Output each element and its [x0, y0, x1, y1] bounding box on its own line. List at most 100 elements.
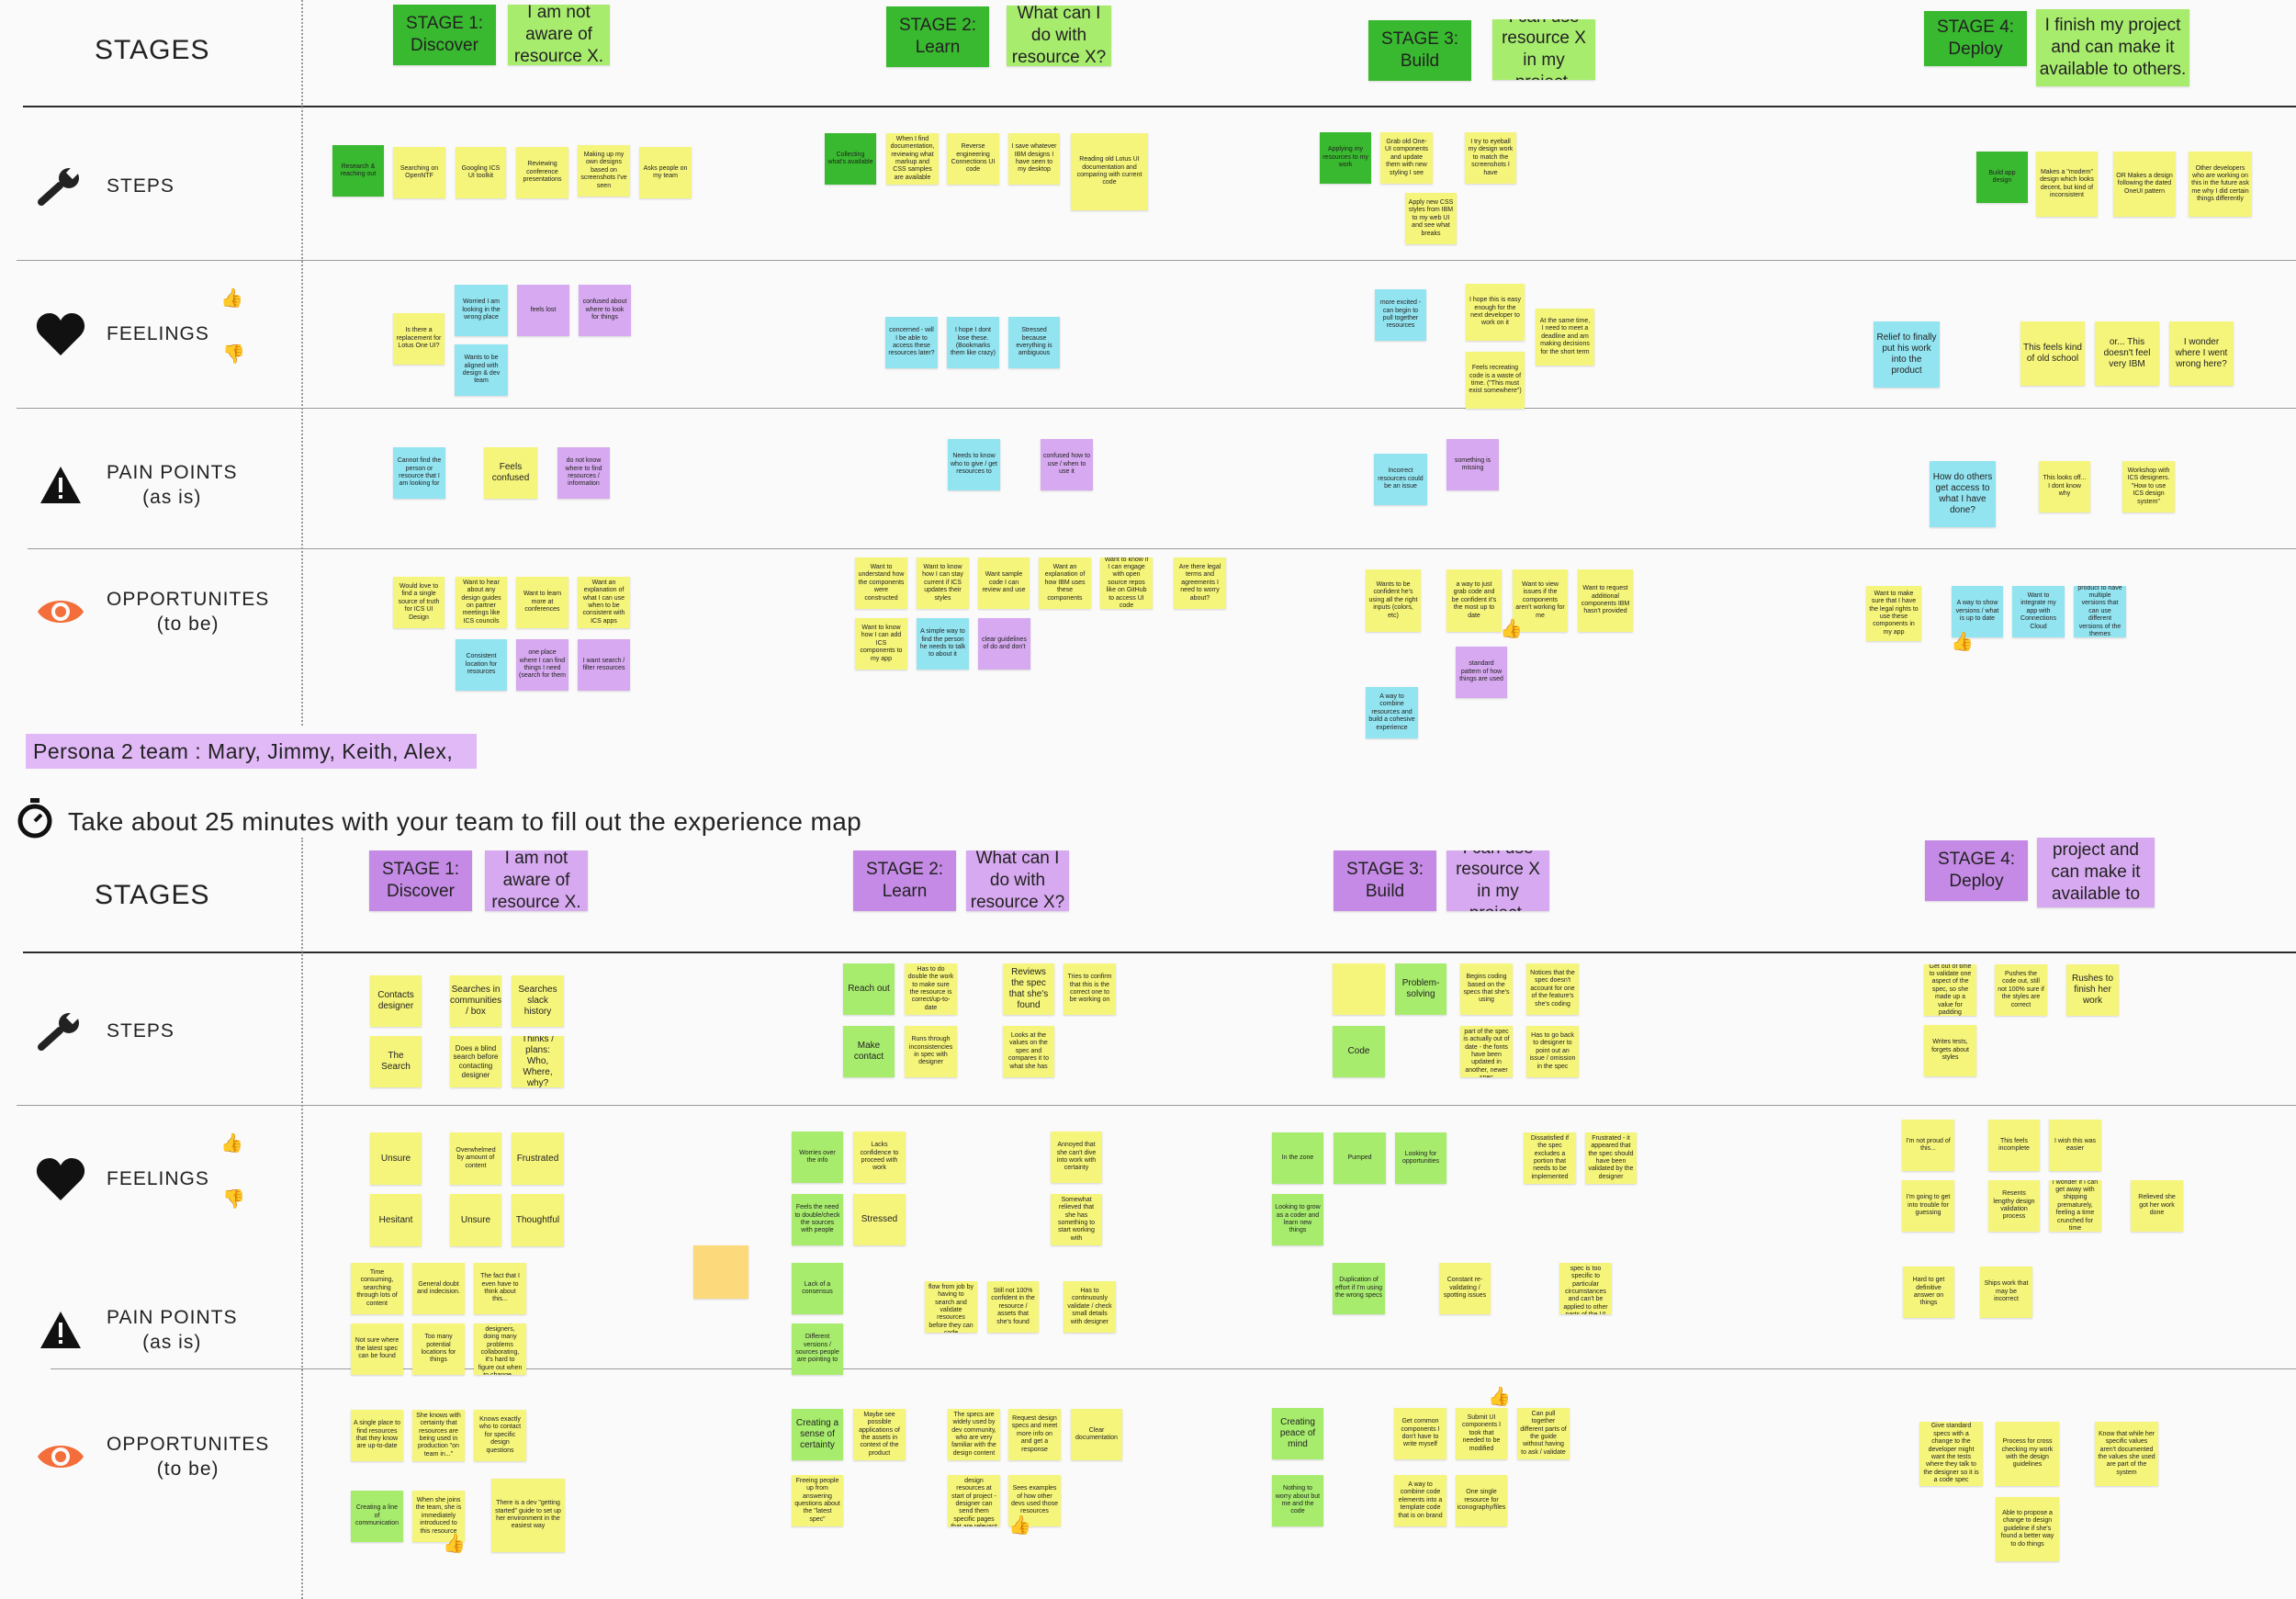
map2-opportunity-note[interactable]: Clear documentation: [1071, 1409, 1122, 1460]
map2-step-note[interactable]: Rushes to finish her work: [2066, 964, 2119, 1016]
map1-opportunity-note[interactable]: Would love to find a single source of tr…: [393, 577, 445, 628]
map2-step-note[interactable]: Writes tests, forgets about styles: [1924, 1025, 1976, 1076]
map2-pain-note[interactable]: Not sure where the latest spec can be fo…: [351, 1323, 403, 1375]
map1-pain-note[interactable]: Incorrect resources could be an issue: [1374, 454, 1427, 505]
map2-opportunity-note[interactable]: Can pull together different parts of the…: [1517, 1408, 1570, 1459]
map2-step-note[interactable]: Realizes that part of the spec is actual…: [1460, 1026, 1513, 1077]
map1-opportunity-note[interactable]: Want to hear about any design guides on …: [456, 577, 507, 628]
map1-step-note[interactable]: OR Makes a design following the dated On…: [2113, 152, 2176, 217]
map1-step-note[interactable]: Apply new CSS styles from IBM to my web …: [1405, 193, 1457, 244]
map1-step-note[interactable]: I try to eyeball my design work to match…: [1465, 132, 1516, 184]
map2-opportunity-note[interactable]: Creating a line of communication: [351, 1491, 403, 1542]
map1-pain-note[interactable]: Feels confused: [484, 447, 537, 499]
map2-feeling-note[interactable]: Lacks confidence to proceed with work: [853, 1132, 906, 1183]
map1-step-note[interactable]: Applying my resources to my work: [1320, 132, 1371, 184]
map1-feeling-note[interactable]: Worried I am looking in the wrong place: [455, 285, 508, 336]
map1-step-note[interactable]: Build app design: [1976, 152, 2028, 203]
map1-feeling-note[interactable]: Is there a replacement for Lotus One UI?: [393, 313, 445, 365]
map1-stage-note[interactable]: STAGE 2: Learn: [886, 6, 989, 67]
map1-opportunity-note[interactable]: I want search / filter resources: [578, 639, 630, 691]
map1-step-note[interactable]: Reading old Lotus UI documentation and c…: [1071, 133, 1148, 210]
map2-step-note[interactable]: The Search: [370, 1036, 422, 1087]
map1-step-note[interactable]: I save whatever IBM designs I have seen …: [1008, 133, 1060, 185]
map2-opportunity-note[interactable]: The specs are widely used by dev communi…: [948, 1409, 1000, 1460]
map2-pain-note[interactable]: The fact that I even have to think about…: [474, 1263, 526, 1314]
map2-pain-note[interactable]: Still not 100% confident in the resource…: [987, 1281, 1039, 1333]
map1-step-note[interactable]: When I find documentation, reviewing wha…: [886, 133, 939, 185]
map2-opportunity-note[interactable]: Know that while her specific values aren…: [2095, 1422, 2158, 1486]
map2-pain-note[interactable]: Sometimes a spec is too specific to part…: [1559, 1263, 1612, 1314]
map2-opportunity-note[interactable]: Freeing people up from answering questio…: [792, 1475, 843, 1526]
map1-feeling-note[interactable]: Stressed because everything is ambiguous: [1008, 317, 1060, 368]
map1-opportunity-note[interactable]: Want to know how I can stay current if I…: [917, 557, 969, 609]
map2-feeling-note[interactable]: Resents lengthy design validation proces…: [1988, 1180, 2040, 1232]
map2-step-note[interactable]: Contacts designer: [370, 975, 422, 1027]
map2-stage-desc-note[interactable]: What can I do with resource X?: [966, 850, 1069, 911]
map2-pain-note[interactable]: Constant re-validating / spotting issues: [1439, 1263, 1491, 1314]
map2-pain-note[interactable]: Ships work that may be incorrect: [1980, 1267, 2032, 1318]
map2-opportunity-note[interactable]: There is a dev "getting started" guide t…: [491, 1479, 565, 1552]
map1-step-note[interactable]: Googling ICS UI toolkit: [456, 147, 506, 198]
map1-opportunity-note[interactable]: Want to know how I can add ICS component…: [855, 618, 907, 670]
map1-opportunity-note[interactable]: a way to just grab code and be confident…: [1446, 569, 1502, 632]
map1-stage-desc-note[interactable]: I finish my project and can make it avai…: [2036, 9, 2189, 86]
map2-step-note[interactable]: Looks at the values on the spec and comp…: [1003, 1026, 1054, 1077]
map2-opportunity-note[interactable]: Get common components I don't have to wr…: [1394, 1408, 1446, 1459]
map2-stage-note[interactable]: STAGE 2: Learn: [853, 850, 956, 911]
map2-step-note[interactable]: Has to do double the work to make sure t…: [905, 963, 957, 1015]
map2-feeling-note[interactable]: Annoyed that she can't dive into work wi…: [1051, 1132, 1102, 1183]
map1-step-note[interactable]: Reverse engineering Connections UI code: [947, 133, 999, 185]
map1-step-note[interactable]: Makes a "modern" design which looks dece…: [2036, 152, 2098, 217]
map1-stage-note[interactable]: STAGE 4: Deploy: [1924, 11, 2027, 66]
map2-opportunity-note[interactable]: Creating a sense of certainty: [792, 1409, 843, 1460]
map1-opportunity-note[interactable]: Consistent location for resources: [456, 639, 507, 691]
map1-opportunity-note[interactable]: Want to view issues if the components ar…: [1513, 569, 1568, 632]
map1-opportunity-note[interactable]: Want to know if I can engage with open s…: [1100, 557, 1153, 609]
map1-stage-desc-note[interactable]: I am not aware of resource X.: [508, 5, 610, 65]
map1-opportunity-note[interactable]: I may want product to have multiple vers…: [2074, 586, 2126, 637]
map1-pain-note[interactable]: confused how to use / when to use it: [1041, 439, 1093, 490]
map2-pain-note[interactable]: Time consuming, searching through lots o…: [351, 1263, 403, 1314]
map2-stage-note[interactable]: STAGE 4: Deploy: [1925, 840, 2028, 901]
map2-opportunity-note[interactable]: Knows exactly who to contact for specifi…: [474, 1410, 526, 1461]
map2-pain-note[interactable]: Duplication of effort if I'm using the w…: [1333, 1263, 1385, 1314]
map2-feeling-note[interactable]: Frustrated: [512, 1132, 564, 1185]
map2-stage-desc-note[interactable]: I am not aware of resource X.: [485, 850, 588, 911]
map2-step-note[interactable]: Searches slack history: [512, 975, 564, 1027]
map2-feeling-note[interactable]: Frustrated - it appeared that the spec s…: [1585, 1132, 1637, 1184]
map2-opportunity-note[interactable]: Give standard specs with a change to the…: [1919, 1422, 1983, 1486]
map1-feeling-note[interactable]: Relief to finally put his work into the …: [1874, 321, 1940, 388]
map2-opportunity-note[interactable]: Able to propose a change to design guide…: [1996, 1497, 2059, 1561]
map2-feeling-note[interactable]: I wish this was easier: [2049, 1120, 2101, 1171]
map2-pain-note[interactable]: Hard to get definitive answer on things: [1903, 1267, 1954, 1318]
map1-opportunity-note[interactable]: clear guidelines of do and don't: [978, 618, 1030, 670]
map2-feeling-note[interactable]: Pumped: [1334, 1132, 1386, 1184]
map2-feeling-note[interactable]: Hesitant: [370, 1194, 422, 1246]
map2-feeling-note[interactable]: Somewhat relieved that she has something…: [1051, 1194, 1102, 1245]
map2-pain-note[interactable]: Too many potential locations for things: [412, 1323, 465, 1375]
map2-pain-note[interactable]: Distracted from flow from job by having …: [925, 1281, 977, 1333]
map2-step-note[interactable]: Problem-solving: [1395, 963, 1446, 1015]
map2-feeling-note[interactable]: In the zone: [1272, 1132, 1323, 1184]
map2-step-note[interactable]: Reach out: [843, 963, 895, 1015]
blank-sticky-note[interactable]: [693, 1245, 748, 1299]
map2-step-note[interactable]: Make contact: [843, 1026, 895, 1077]
map1-opportunity-note[interactable]: Want to learn more at conferences: [516, 577, 568, 628]
map2-feeling-note[interactable]: Looking to grow as a coder and learn new…: [1272, 1194, 1323, 1245]
map1-pain-note[interactable]: Workshop with ICS designers. "How to use…: [2122, 461, 2175, 512]
map2-step-note[interactable]: [1333, 963, 1385, 1015]
map2-opportunity-note[interactable]: Process for cross checking my work with …: [1996, 1422, 2059, 1486]
map1-step-note[interactable]: Grab old One-UI components and update th…: [1380, 132, 1433, 184]
map2-step-note[interactable]: Thinks / plans: Who, Where, why?: [512, 1036, 564, 1087]
map1-feeling-note[interactable]: This feels kind of old school: [2020, 321, 2085, 386]
map2-step-note[interactable]: Tries to confirm that this is the correc…: [1064, 963, 1116, 1015]
map2-step-note[interactable]: Code: [1333, 1026, 1385, 1077]
map1-pain-note[interactable]: Needs to know who to give / get resource…: [948, 439, 1000, 490]
map2-opportunity-note[interactable]: She knows with certainty that resources …: [412, 1410, 465, 1461]
map2-feeling-note[interactable]: I'm not proud of this...: [1902, 1120, 1954, 1171]
map1-step-note[interactable]: Collecting what's available: [825, 133, 876, 185]
map2-feeling-note[interactable]: Thoughtful: [512, 1194, 564, 1246]
map2-stage-desc-note[interactable]: I finish my project and can make it avai…: [2037, 838, 2155, 907]
map2-feeling-note[interactable]: I wonder if I can get away with shipping…: [2049, 1180, 2101, 1232]
map2-feeling-note[interactable]: This feels incomplete: [1988, 1120, 2040, 1171]
